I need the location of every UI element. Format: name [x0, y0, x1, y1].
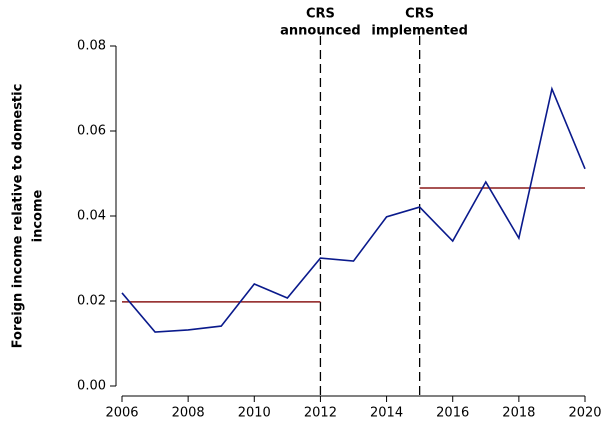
- event-label: implemented: [371, 24, 468, 39]
- y-axis-label: Foreign income relative to domestic: [11, 84, 26, 349]
- x-tick-label: 2020: [568, 406, 601, 421]
- y-tick-label: 0.06: [77, 124, 106, 139]
- x-tick-label: 2012: [304, 406, 337, 421]
- y-tick-label: 0.00: [77, 379, 106, 394]
- x-tick-label: 2016: [436, 406, 469, 421]
- x-tick-label: 2018: [502, 406, 535, 421]
- y-tick-label: 0.08: [77, 39, 106, 54]
- x-tick-label: 2006: [105, 406, 138, 421]
- x-tick-label: 2014: [370, 406, 403, 421]
- event-label: CRS: [405, 7, 434, 22]
- event-label: announced: [280, 24, 361, 39]
- event-label: CRS: [306, 7, 335, 22]
- data-line: [121, 86, 586, 333]
- y-tick-label: 0.04: [77, 209, 106, 224]
- y-axis-label: income: [31, 189, 46, 242]
- x-tick-label: 2010: [238, 406, 271, 421]
- x-tick-label: 2008: [172, 406, 205, 421]
- y-tick-label: 0.02: [77, 294, 106, 309]
